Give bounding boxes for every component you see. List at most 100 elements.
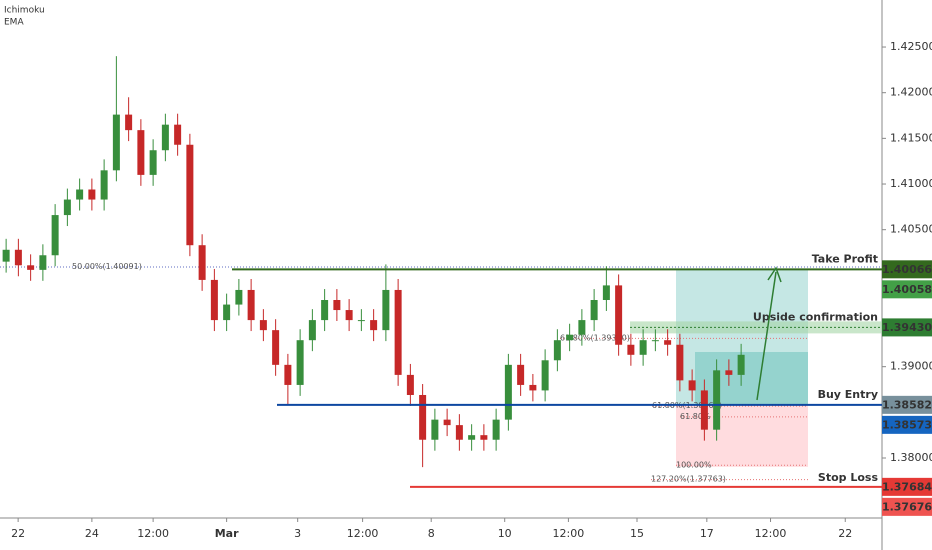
price-tag xyxy=(882,318,932,337)
candle-body xyxy=(627,344,635,355)
indicator-label: EMA xyxy=(4,18,24,28)
candle-body xyxy=(259,320,267,331)
fib-label: 61.80% xyxy=(680,412,711,421)
x-tick-label: Mar xyxy=(215,527,239,540)
price-tag-label: 1.39430 xyxy=(882,321,932,334)
candle-body xyxy=(370,320,378,331)
x-tick-label: 8 xyxy=(428,527,435,540)
y-tick-label: 1.38000 xyxy=(890,451,932,464)
candle-body xyxy=(615,285,623,345)
candle-body xyxy=(700,390,708,430)
candle-body xyxy=(272,330,280,365)
candle-body xyxy=(406,374,414,395)
candle-body xyxy=(688,380,696,391)
candle-body xyxy=(382,289,390,331)
candle-body xyxy=(308,320,316,341)
x-tick-label: 17 xyxy=(700,527,714,540)
x-tick-label: 24 xyxy=(85,527,99,540)
candle-body xyxy=(14,249,22,266)
candle-body xyxy=(100,170,108,200)
candle-body xyxy=(553,340,561,361)
candle-body xyxy=(2,249,10,262)
candle-body xyxy=(639,340,647,355)
level-label: Upside confirmation xyxy=(753,310,878,323)
candle-body xyxy=(198,245,206,280)
price-tag xyxy=(882,395,932,414)
price-tag xyxy=(882,477,932,496)
candle-body xyxy=(651,340,659,342)
x-tick-label: 12:00 xyxy=(137,527,169,540)
y-tick-label: 1.41000 xyxy=(890,177,932,190)
candle-body xyxy=(223,304,231,321)
price-tag xyxy=(882,260,932,279)
arrow xyxy=(756,271,777,401)
x-tick-label: 10 xyxy=(498,527,512,540)
y-tick-label: 1.41500 xyxy=(890,131,932,144)
level-label: Stop Loss xyxy=(818,471,879,484)
candle-body xyxy=(112,114,120,171)
candle-body xyxy=(51,215,59,256)
x-tick-label: 12:00 xyxy=(553,527,585,540)
price-tag-label: 1.40066 xyxy=(882,263,932,276)
level-label: Buy Entry xyxy=(818,388,878,401)
x-tick-label: 22 xyxy=(838,527,852,540)
y-tick-label: 1.42000 xyxy=(890,86,932,99)
arrow-head xyxy=(767,266,782,283)
loss-zone xyxy=(676,404,808,467)
candle-body xyxy=(357,320,365,322)
y-tick-label: 1.42500 xyxy=(890,40,932,53)
candle-body xyxy=(504,364,512,420)
price-tag-label: 1.37684 xyxy=(882,480,932,493)
candle-body xyxy=(394,289,402,375)
candle-body xyxy=(39,255,47,270)
candle-body xyxy=(529,384,537,391)
x-tick-label: 22 xyxy=(11,527,25,540)
candle-body xyxy=(186,144,194,246)
candle-body xyxy=(590,300,598,321)
candle-body xyxy=(455,425,463,440)
x-tick-label: 15 xyxy=(630,527,644,540)
indicator-label: Ichimoku xyxy=(4,6,45,16)
candle-body xyxy=(578,320,586,335)
price-tag-label: 1.40058 xyxy=(882,283,932,296)
candle-body xyxy=(443,419,451,426)
candle-body xyxy=(517,364,525,385)
candle-body xyxy=(541,360,549,391)
candle-body xyxy=(333,300,341,311)
candle-body xyxy=(63,199,71,216)
candle-body xyxy=(345,310,353,321)
candle-body xyxy=(149,150,157,175)
candle-body xyxy=(210,279,218,321)
price-tag xyxy=(882,415,932,434)
candle-body xyxy=(137,130,145,175)
candle-body xyxy=(88,189,96,200)
candle-body xyxy=(480,435,488,440)
fib-label: 100.00% xyxy=(676,460,712,469)
candle-body xyxy=(321,300,329,321)
x-tick-label: 12:00 xyxy=(347,527,379,540)
candle-body xyxy=(566,334,574,341)
x-tick-label: 3 xyxy=(294,527,301,540)
candle-body xyxy=(431,419,439,440)
y-tick-label: 1.40500 xyxy=(890,223,932,236)
fib-label: 50.00%(1.40091) xyxy=(72,262,142,271)
y-tick-label: 1.39000 xyxy=(890,360,932,373)
candle-body xyxy=(468,435,476,440)
candle-body xyxy=(725,370,733,375)
candle-body xyxy=(492,419,500,440)
candle-body xyxy=(27,265,35,270)
candle-body xyxy=(247,289,255,321)
level-label: Take Profit xyxy=(812,252,878,265)
price-tag-label: 1.38573 xyxy=(882,418,932,431)
candle-body xyxy=(737,354,745,375)
candle-body xyxy=(713,370,721,430)
candle-body xyxy=(125,114,133,131)
position-zone xyxy=(695,352,808,405)
candle-body xyxy=(174,124,182,145)
price-tag-label: 1.38582 xyxy=(882,398,932,411)
candle-body xyxy=(161,124,169,151)
price-tag-label: 1.37676 xyxy=(882,500,932,513)
candle-body xyxy=(676,344,684,381)
candle-body xyxy=(284,364,292,385)
